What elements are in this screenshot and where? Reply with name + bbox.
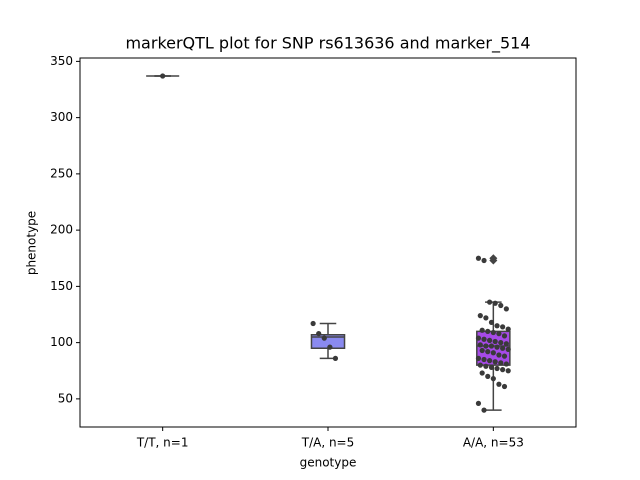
point — [505, 368, 511, 374]
point — [481, 257, 487, 264]
point — [475, 355, 482, 361]
y-tick-label: 250 — [50, 166, 73, 180]
point — [503, 361, 509, 367]
plot-frame — [79, 57, 577, 428]
point — [500, 367, 506, 373]
point — [501, 353, 508, 359]
chart-title: markerQTL plot for SNP rs613636 and mark… — [125, 34, 530, 54]
point — [327, 344, 333, 350]
point — [494, 344, 500, 350]
point — [310, 320, 316, 327]
point — [485, 328, 491, 334]
point — [498, 360, 504, 366]
point — [496, 352, 502, 358]
point — [505, 346, 511, 352]
point — [490, 329, 496, 336]
point — [498, 340, 504, 346]
point — [505, 326, 511, 332]
point — [488, 319, 495, 325]
point — [501, 333, 508, 339]
point — [494, 365, 500, 372]
point — [487, 299, 493, 305]
point — [494, 323, 500, 329]
point — [503, 341, 509, 347]
point — [501, 383, 508, 390]
point — [492, 300, 498, 306]
point — [479, 370, 485, 376]
point — [483, 363, 489, 369]
y-tick-label: 50 — [58, 391, 73, 405]
point — [477, 342, 483, 348]
x-tick-label: T/T, n=1 — [136, 436, 189, 450]
point — [490, 376, 496, 382]
point — [492, 338, 498, 345]
point — [160, 73, 166, 79]
point — [321, 335, 327, 341]
point — [475, 400, 482, 406]
point — [481, 407, 487, 413]
y-tick-label: 200 — [50, 223, 73, 237]
point — [316, 331, 322, 337]
point — [498, 302, 504, 309]
point — [488, 343, 495, 349]
point — [496, 381, 502, 387]
point — [487, 358, 493, 364]
point — [479, 327, 485, 333]
point — [487, 337, 493, 343]
point — [477, 362, 483, 368]
point — [483, 315, 489, 321]
point — [483, 343, 489, 349]
point — [481, 356, 487, 363]
flier — [489, 256, 498, 265]
point — [500, 345, 506, 351]
point — [475, 335, 482, 341]
point — [492, 359, 498, 365]
point — [479, 347, 485, 354]
y-tick-label: 100 — [50, 335, 73, 349]
x-axis-label: genotype — [300, 456, 357, 470]
x-tick-label: T/A, n=5 — [301, 436, 355, 450]
point — [485, 373, 491, 379]
point — [488, 364, 495, 370]
y-tick-label: 350 — [50, 54, 73, 68]
y-tick-label: 150 — [50, 279, 73, 293]
point — [485, 349, 491, 355]
y-tick-label: 300 — [50, 110, 73, 124]
point — [477, 313, 483, 319]
point — [500, 324, 506, 330]
point — [496, 331, 502, 337]
point — [503, 306, 509, 312]
y-axis-label: phenotype — [25, 211, 39, 275]
point — [475, 255, 482, 261]
point — [481, 336, 487, 342]
point — [332, 355, 339, 361]
point — [490, 350, 496, 356]
x-tick-label: A/A, n=53 — [463, 436, 524, 450]
